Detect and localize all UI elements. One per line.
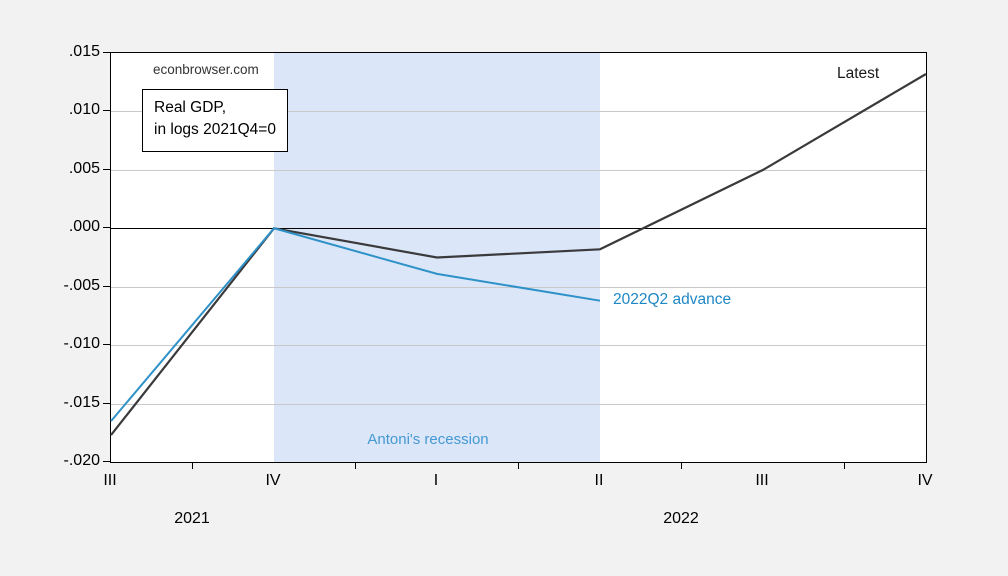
x-axis-quarter-label: I <box>433 472 439 489</box>
x-axis-quarter-label: IV <box>917 472 933 489</box>
series-line-advance <box>110 227 601 422</box>
gridline <box>111 404 926 405</box>
y-axis-tick-label: -.020 <box>63 452 100 469</box>
y-axis-tick-mark <box>103 169 110 170</box>
gridline <box>111 345 926 346</box>
annotation-box: Real GDP, in logs 2021Q4=0 <box>142 89 288 152</box>
y-axis-tick-mark <box>103 403 110 404</box>
plot-layer <box>110 53 927 462</box>
y-axis-tick-mark <box>103 344 110 345</box>
y-axis-tick-label: .005 <box>68 160 100 177</box>
y-axis-tick-mark <box>103 52 110 53</box>
recession-region-label: Antoni's recession <box>367 431 489 448</box>
y-axis-tick-mark <box>103 110 110 111</box>
series-line-latest <box>110 73 927 436</box>
annotation-line1: Real GDP, <box>154 99 227 116</box>
series-lines <box>110 73 927 436</box>
y-axis-tick-mark <box>103 286 110 287</box>
x-axis-year-label: 2021 <box>174 510 210 527</box>
x-axis-quarter-label: III <box>103 472 117 489</box>
x-axis-year-label: 2022 <box>663 510 699 527</box>
watermark-text: econbrowser.com <box>153 62 259 77</box>
x-axis-tick-mark <box>681 462 682 469</box>
x-axis-quarter-label: II <box>594 472 604 489</box>
zero-line <box>111 228 926 229</box>
x-axis-tick-mark <box>192 462 193 469</box>
y-axis-tick-label: -.005 <box>63 277 100 294</box>
y-axis-tick-label: .000 <box>68 218 100 235</box>
y-axis-tick-label: -.015 <box>63 394 100 411</box>
y-axis-tick-mark <box>103 227 110 228</box>
x-axis-quarter-label: III <box>755 472 769 489</box>
plot-area: econbrowser.com Real GDP, in logs 2021Q4… <box>110 52 927 463</box>
x-axis-tick-mark <box>844 462 845 469</box>
x-axis-tick-mark <box>355 462 356 469</box>
y-axis-tick-label: -.010 <box>63 335 100 352</box>
gridline <box>111 111 926 112</box>
x-axis-quarter-label: IV <box>265 472 281 489</box>
gridline <box>111 170 926 171</box>
y-axis-tick-label: .015 <box>68 43 100 60</box>
y-axis-tick-label: .010 <box>68 101 100 118</box>
x-axis-tick-mark <box>518 462 519 469</box>
series-label-advance: 2022Q2 advance <box>613 291 732 308</box>
series-label-latest: Latest <box>837 65 880 82</box>
annotation-line2: in logs 2021Q4=0 <box>154 121 276 139</box>
y-axis-tick-mark <box>103 461 110 462</box>
